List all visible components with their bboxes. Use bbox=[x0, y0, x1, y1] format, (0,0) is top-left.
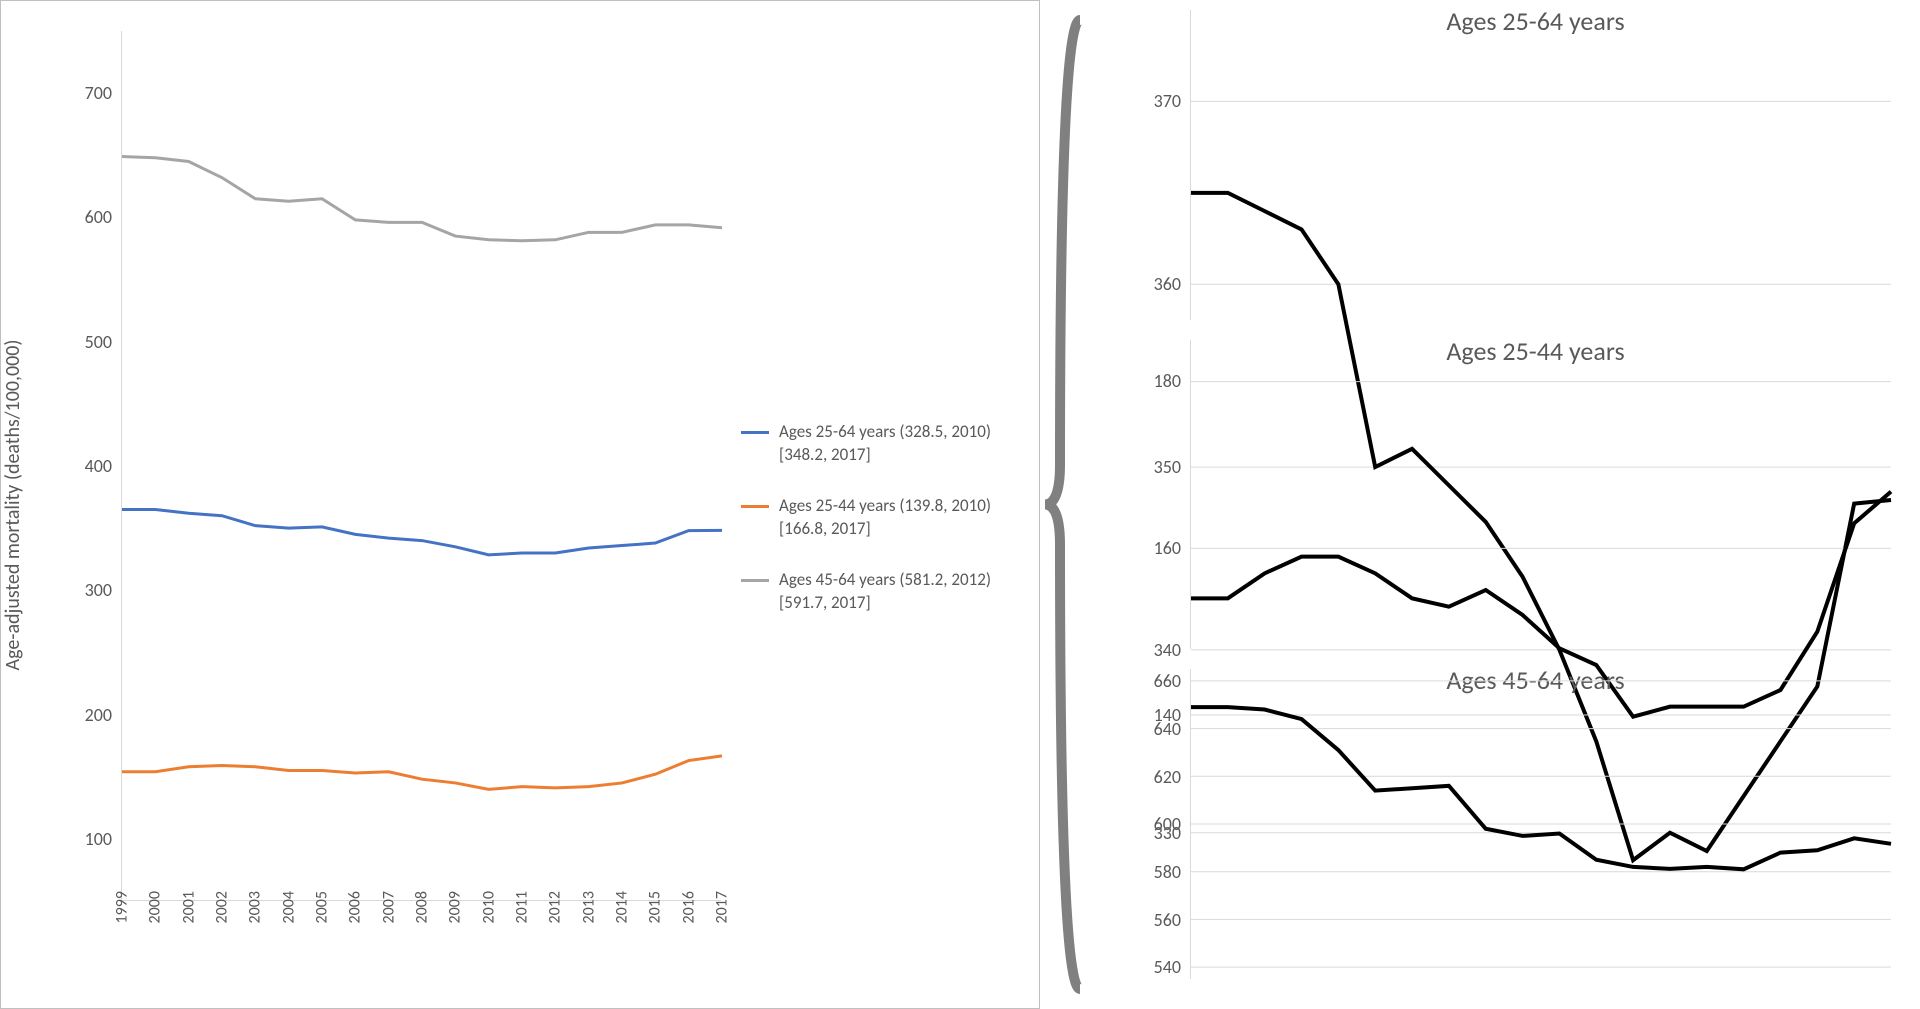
mini-y-tick: 350 bbox=[1131, 456, 1181, 478]
mini-y-tick: 360 bbox=[1131, 273, 1181, 295]
legend-swatch bbox=[741, 431, 769, 434]
series-line-45_64 bbox=[122, 157, 722, 241]
mini-y-tick: 580 bbox=[1131, 861, 1181, 883]
y-tick: 100 bbox=[62, 828, 112, 850]
mini-line-svg bbox=[1191, 669, 1891, 979]
main-chart-panel: Age-adjusted mortality (deaths/100,000) … bbox=[0, 0, 1040, 1009]
legend-label: Ages 45-64 years (581.2, 2012)[591.7, 20… bbox=[779, 569, 991, 615]
y-axis-label: Age-adjusted mortality (deaths/100,000) bbox=[1, 339, 25, 670]
mini-y-tick: 180 bbox=[1131, 370, 1181, 392]
mini-y-tick: 560 bbox=[1131, 909, 1181, 931]
legend-label: Ages 25-64 years (328.5, 2010)[348.2, 20… bbox=[779, 421, 991, 467]
legend-item-25_44: Ages 25-44 years (139.8, 2010)[166.8, 20… bbox=[741, 495, 1021, 541]
legend-label: Ages 25-44 years (139.8, 2010)[166.8, 20… bbox=[779, 495, 991, 541]
legend-item-25_64: Ages 25-64 years (328.5, 2010)[348.2, 20… bbox=[741, 421, 1021, 467]
y-tick: 400 bbox=[62, 455, 112, 477]
y-tick: 700 bbox=[62, 82, 112, 104]
legend-swatch bbox=[741, 505, 769, 508]
mini-y-tick: 340 bbox=[1131, 639, 1181, 661]
main-plot-area: 1002003004005006007001999200020012002200… bbox=[121, 31, 721, 901]
mini-y-tick: 540 bbox=[1131, 956, 1181, 978]
series-line-25_64 bbox=[122, 510, 722, 555]
mini-y-tick: 160 bbox=[1131, 537, 1181, 559]
mini-charts-panel: Ages 25-64 years330340350360370Ages 25-4… bbox=[1100, 0, 1920, 1009]
mini-y-tick: 600 bbox=[1131, 813, 1181, 835]
legend-item-45_64: Ages 45-64 years (581.2, 2012)[591.7, 20… bbox=[741, 569, 1021, 615]
mini-series-line bbox=[1191, 707, 1891, 869]
bracket-svg bbox=[1040, 0, 1100, 1009]
legend-swatch bbox=[741, 579, 769, 582]
y-tick: 500 bbox=[62, 331, 112, 353]
mini-chart-2: Ages 45-64 years540560580600620640660 bbox=[1190, 669, 1880, 979]
series-line-25_44 bbox=[122, 756, 722, 790]
y-tick: 200 bbox=[62, 704, 112, 726]
mini-chart-0: Ages 25-64 years330340350360370 bbox=[1190, 10, 1880, 320]
mini-y-tick: 640 bbox=[1131, 718, 1181, 740]
legend: Ages 25-64 years (328.5, 2010)[348.2, 20… bbox=[741, 421, 1021, 643]
mini-y-tick: 660 bbox=[1131, 670, 1181, 692]
bracket-connector bbox=[1040, 0, 1100, 1009]
y-tick: 600 bbox=[62, 206, 112, 228]
main-lines-svg bbox=[122, 31, 722, 901]
mini-y-tick: 620 bbox=[1131, 766, 1181, 788]
mini-y-tick: 370 bbox=[1131, 90, 1181, 112]
mini-chart-1: Ages 25-44 years140160180 bbox=[1190, 340, 1880, 650]
y-tick: 300 bbox=[62, 579, 112, 601]
